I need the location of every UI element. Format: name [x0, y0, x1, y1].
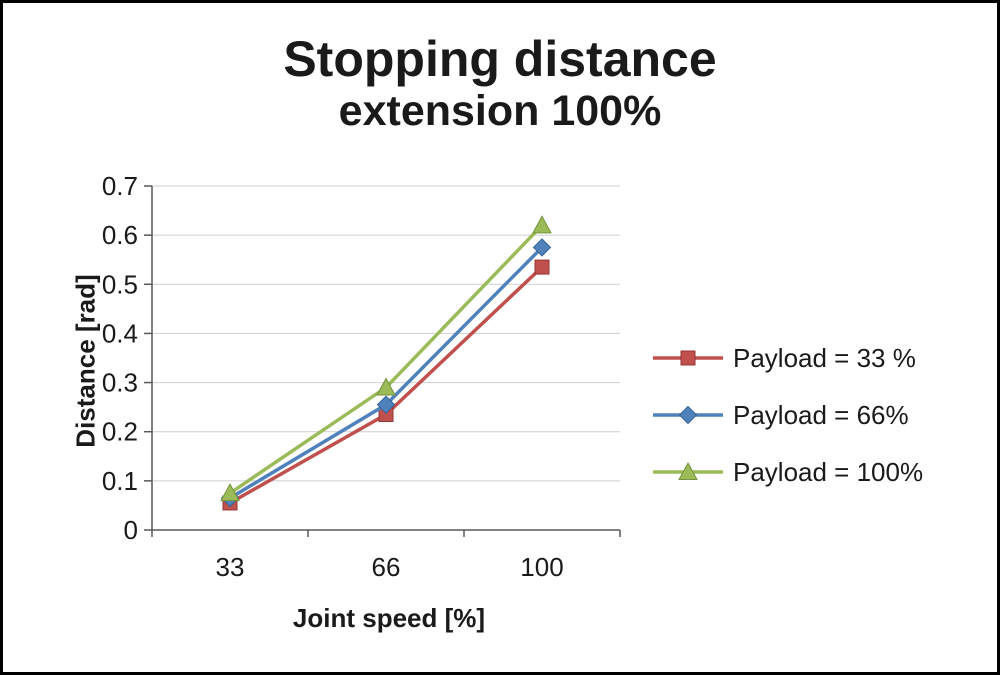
series-1-marker	[532, 238, 552, 257]
series-2-marker	[220, 483, 240, 502]
legend-label: Payload = 66%	[733, 400, 909, 430]
y-tick-label: 0.4	[102, 318, 138, 348]
series-1-marker	[376, 395, 396, 414]
chart-canvas: 0 0.1 0.2 0.3 0.4 0.5 0.6 0.7 33 66 100 Payload = 3…	[102, 171, 923, 582]
chart-title-line1: Stopping distance	[283, 31, 717, 87]
series-0-marker	[534, 259, 550, 275]
legend-marker-diamond	[678, 405, 698, 425]
series-2-marker	[532, 215, 552, 234]
y-tick-label: 0.5	[102, 269, 138, 299]
y-tick-label: 0	[124, 515, 138, 545]
chart-title: Stopping distance extension 100%	[3, 31, 997, 135]
y-tick-label: 0.2	[102, 417, 138, 447]
y-tick-label: 0.3	[102, 368, 138, 398]
y-tick-label: 0.6	[102, 220, 138, 250]
legend-label: Payload = 33 %	[733, 343, 916, 373]
x-tick-label: 33	[216, 552, 245, 582]
legend-marker-square	[680, 350, 696, 366]
x-axis-title: Joint speed [%]	[292, 603, 486, 633]
y-tick-label: 0.1	[102, 466, 138, 496]
y-tick-label: 0.7	[102, 171, 138, 201]
x-tick-label: 100	[520, 552, 563, 582]
x-tick-label: 66	[372, 552, 401, 582]
legend-marker-triangle	[678, 461, 698, 480]
legend-label: Payload = 100%	[733, 457, 923, 487]
series-2-marker	[376, 377, 396, 396]
series-line-2	[228, 223, 544, 495]
chart-title-line2: extension 100%	[338, 87, 662, 135]
